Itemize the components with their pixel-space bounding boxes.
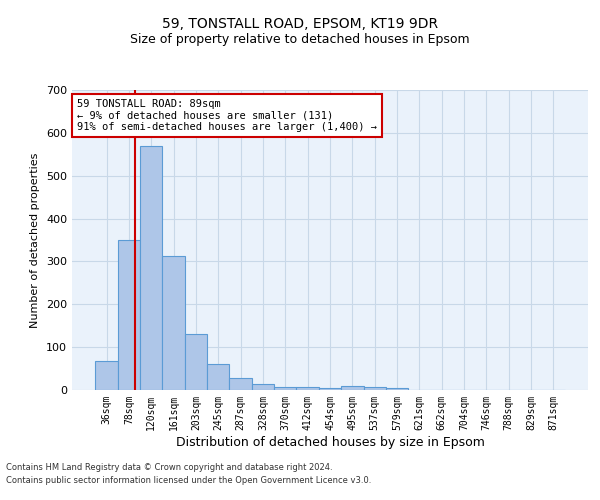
Bar <box>341 386 364 390</box>
X-axis label: Distribution of detached houses by size in Epsom: Distribution of detached houses by size … <box>176 436 484 448</box>
Text: 59 TONSTALL ROAD: 89sqm
← 9% of detached houses are smaller (131)
91% of semi-de: 59 TONSTALL ROAD: 89sqm ← 9% of detached… <box>77 99 377 132</box>
Bar <box>118 240 140 390</box>
Bar <box>252 384 274 390</box>
Bar <box>364 386 386 390</box>
Text: Size of property relative to detached houses in Epsom: Size of property relative to detached ho… <box>130 32 470 46</box>
Bar <box>207 364 229 390</box>
Bar <box>296 388 319 390</box>
Text: 59, TONSTALL ROAD, EPSOM, KT19 9DR: 59, TONSTALL ROAD, EPSOM, KT19 9DR <box>162 18 438 32</box>
Bar <box>185 334 207 390</box>
Text: Contains HM Land Registry data © Crown copyright and database right 2024.: Contains HM Land Registry data © Crown c… <box>6 464 332 472</box>
Bar <box>163 256 185 390</box>
Bar <box>95 361 118 390</box>
Bar <box>274 386 296 390</box>
Y-axis label: Number of detached properties: Number of detached properties <box>31 152 40 328</box>
Bar <box>229 378 252 390</box>
Bar <box>140 146 163 390</box>
Text: Contains public sector information licensed under the Open Government Licence v3: Contains public sector information licen… <box>6 476 371 485</box>
Bar <box>386 388 408 390</box>
Bar <box>319 388 341 390</box>
